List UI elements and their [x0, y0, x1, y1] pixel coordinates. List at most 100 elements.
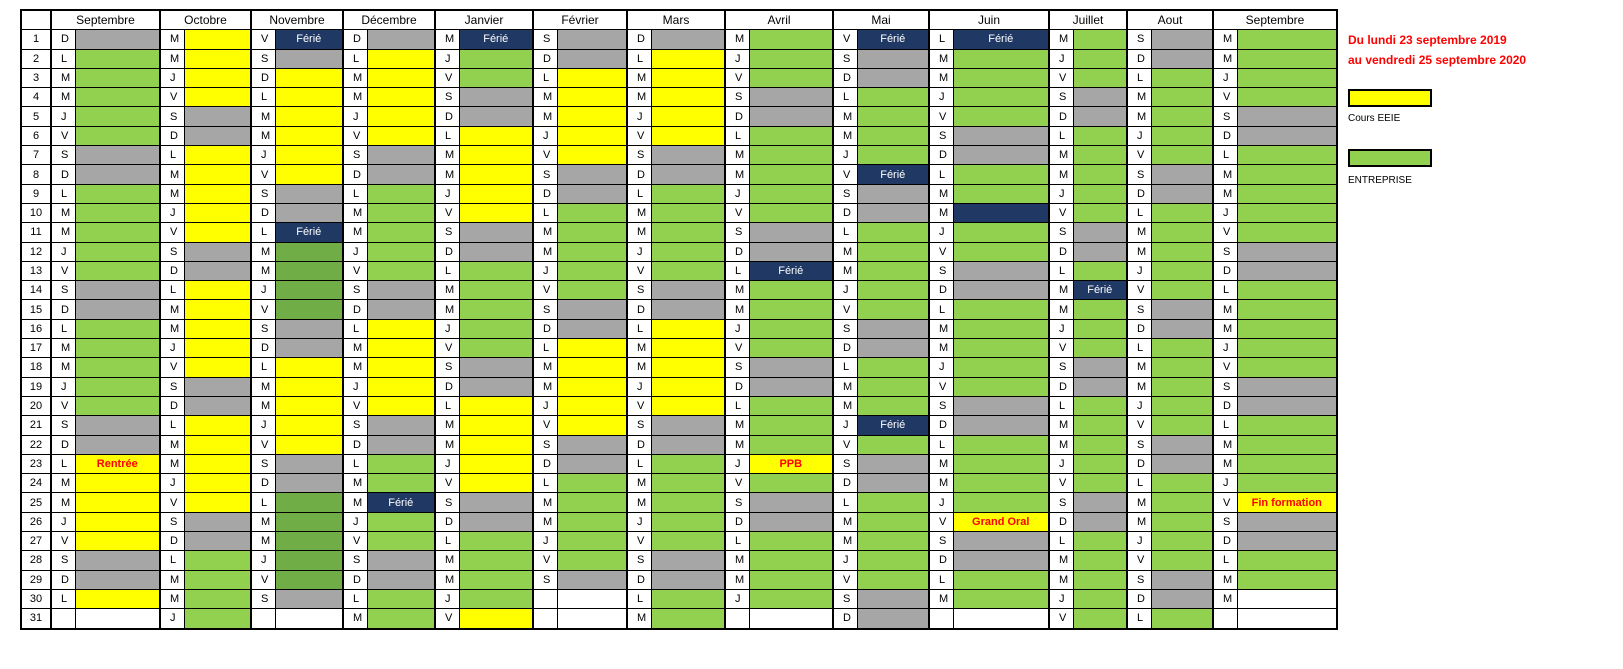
weekday-cell: D [724, 376, 750, 397]
status-cell [556, 588, 628, 610]
weekday-cell: V [434, 67, 460, 89]
cours-label: Cours EEIE [1348, 113, 1401, 124]
weekday-cell: L [1212, 145, 1238, 166]
weekday-cell: M [832, 106, 858, 127]
status-cell [1072, 376, 1128, 397]
weekday-cell: D [159, 531, 185, 552]
weekday-cell: M [342, 357, 368, 378]
weekday-cell: S [434, 357, 460, 378]
status-cell [366, 473, 436, 494]
status-cell [650, 67, 726, 89]
status-cell [366, 299, 436, 320]
weekday-cell: L [342, 453, 368, 475]
status-cell [458, 106, 534, 127]
status-cell [1236, 588, 1338, 610]
status-cell [458, 241, 534, 262]
status-cell [856, 608, 930, 629]
status-cell [183, 67, 252, 89]
status-cell [74, 106, 161, 127]
status-cell [856, 318, 930, 340]
weekday-cell: J [532, 125, 558, 147]
status-cell [952, 145, 1050, 166]
status-cell [458, 376, 534, 397]
status-cell [856, 260, 930, 282]
weekday-cell [532, 588, 558, 610]
table-row: 21 S L J S M V S M J Férié D M V L [20, 415, 1338, 436]
table-row: 20 V D M V L J V L M S L J D [20, 395, 1338, 417]
status-cell [952, 453, 1050, 475]
status-cell [650, 48, 726, 69]
weekday-cell: J [724, 588, 750, 610]
status-cell [1072, 531, 1128, 552]
weekday-cell: L [1126, 202, 1152, 224]
weekday-cell: M [159, 434, 185, 455]
status-cell [1072, 67, 1128, 89]
weekday-cell: M [724, 299, 750, 320]
weekday-cell: V [342, 125, 368, 147]
status-cell [748, 299, 834, 320]
weekday-cell: S [1212, 241, 1238, 262]
status-cell [458, 318, 534, 340]
weekday-cell: S [250, 588, 276, 610]
weekday-cell: M [434, 299, 460, 320]
ferie-cell [952, 202, 1050, 224]
weekday-cell: V [1048, 67, 1074, 89]
status-cell [556, 125, 628, 147]
status-cell [856, 87, 930, 108]
day-number: 19 [20, 376, 52, 397]
status-cell [183, 145, 252, 166]
weekday-cell: M [250, 531, 276, 552]
status-cell [650, 395, 726, 417]
status-cell [274, 280, 344, 301]
status-cell [748, 67, 834, 89]
weekday-cell: V [626, 531, 652, 552]
weekday-cell: L [159, 415, 185, 436]
status-cell [856, 222, 930, 243]
weekday-cell: M [724, 434, 750, 455]
status-cell [366, 608, 436, 629]
weekday-cell: D [250, 67, 276, 89]
weekday-cell: S [626, 550, 652, 571]
weekday-cell: M [1126, 222, 1152, 243]
weekday-cell: L [532, 67, 558, 89]
weekday-cell: J [928, 357, 954, 378]
status-cell [952, 608, 1050, 629]
status-cell [458, 453, 534, 475]
status-cell [1150, 415, 1214, 436]
month-header: Mai [832, 9, 930, 31]
status-cell [1072, 29, 1128, 50]
weekday-cell: M [832, 531, 858, 552]
weekday-cell: V [159, 222, 185, 243]
status-cell [650, 145, 726, 166]
weekday-cell: M [832, 125, 858, 147]
status-cell [274, 48, 344, 69]
weekday-cell: J [1048, 318, 1074, 340]
status-cell [556, 202, 628, 224]
day-number: 12 [20, 241, 52, 262]
status-cell [274, 183, 344, 204]
status-cell [856, 395, 930, 417]
status-cell [74, 473, 161, 494]
status-cell [556, 376, 628, 397]
status-cell [74, 280, 161, 301]
weekday-cell: J [1126, 395, 1152, 417]
status-cell [556, 608, 628, 629]
weekday-cell: M [342, 492, 368, 513]
weekday-cell [724, 608, 750, 629]
status-cell [366, 183, 436, 204]
status-cell [1072, 338, 1128, 359]
status-cell [952, 241, 1050, 262]
weekday-cell: M [928, 453, 954, 475]
status-cell [748, 29, 834, 50]
status-cell [952, 357, 1050, 378]
status-cell [650, 183, 726, 204]
weekday-cell: M [342, 338, 368, 359]
day-number: 23 [20, 453, 52, 475]
ferie-cell: Férié [274, 222, 344, 243]
status-cell [1150, 376, 1214, 397]
status-cell [458, 395, 534, 417]
weekday-cell: V [434, 202, 460, 224]
status-cell [952, 299, 1050, 320]
